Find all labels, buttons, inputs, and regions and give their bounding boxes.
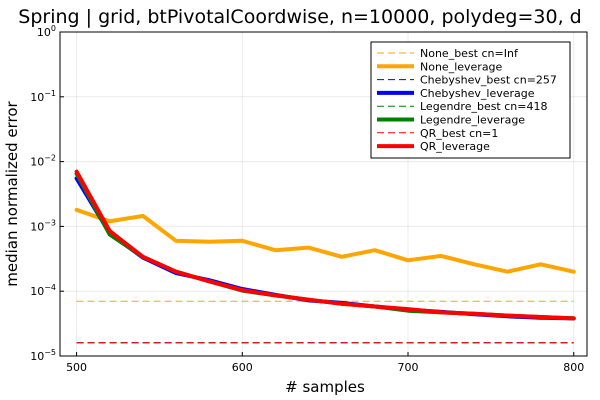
legend-label: QR_best cn=1	[420, 127, 498, 140]
series-layer	[74, 169, 576, 344]
x-tick-label: 500	[66, 361, 87, 374]
x-tick-label: 600	[232, 361, 253, 374]
legend-label: Chebyshev_leverage	[420, 87, 535, 100]
y-tick-label: 100	[37, 24, 56, 39]
y-tick-exponent: −3	[44, 218, 56, 227]
y-tick-label: 10−1	[30, 89, 56, 104]
series-line-1	[74, 207, 576, 274]
y-tick-base: 10	[30, 220, 44, 233]
y-tick-label: 10−5	[30, 348, 56, 363]
y-tick-base: 10	[30, 91, 44, 104]
legend-label: None_best cn=Inf	[420, 47, 519, 60]
legend-label: None_leverage	[420, 60, 503, 73]
y-tick-base: 10	[37, 26, 51, 39]
y-tick-exponent: −1	[44, 89, 56, 98]
y-tick-base: 10	[30, 156, 44, 169]
y-tick-exponent: −4	[44, 283, 56, 292]
x-axis-label: # samples	[285, 378, 365, 396]
y-tick-base: 10	[30, 285, 44, 298]
x-tick-label: 800	[563, 361, 584, 374]
chart-title: Spring | grid, btPivotalCoordwise, n=100…	[18, 6, 581, 28]
legend-label: QR_leverage	[420, 140, 490, 153]
legend-label: Chebyshev_best cn=257	[420, 74, 557, 87]
y-tick-label: 10−3	[30, 218, 56, 233]
y-tick-exponent: −2	[44, 154, 56, 163]
legend-label: Legendre_best cn=418	[420, 100, 547, 113]
legend: None_best cn=InfNone_leverageChebyshev_b…	[370, 41, 571, 159]
y-tick-label: 10−4	[30, 283, 56, 298]
y-tick-base: 10	[30, 350, 44, 363]
series-line-3	[74, 176, 576, 321]
y-axis-label: median normalized error	[3, 100, 21, 286]
series-line-7	[74, 169, 576, 321]
y-tick-exponent: 0	[51, 24, 56, 33]
y-tick-exponent: −5	[44, 348, 56, 357]
series-line-5	[74, 171, 576, 321]
plot-frame	[59, 31, 588, 357]
x-tick-label: 700	[398, 361, 419, 374]
legend-box	[370, 41, 571, 159]
y-tick-label: 10−2	[30, 154, 56, 169]
legend-label: Legendre_leverage	[420, 114, 525, 127]
